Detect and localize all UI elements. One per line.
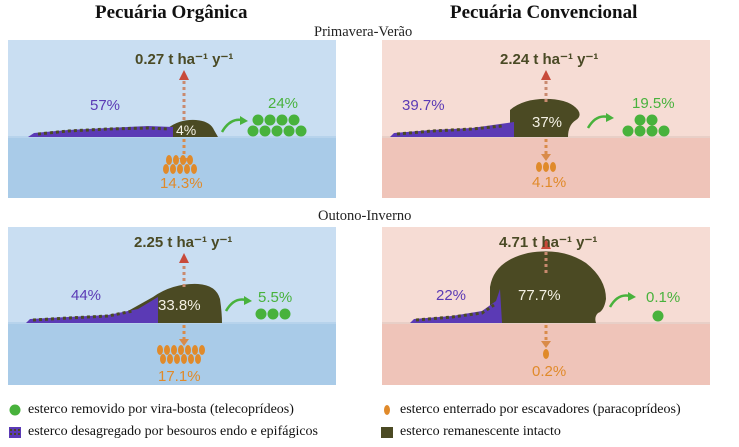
panel-conventional-autumn-winter: 4.71 t ha⁻¹ y⁻¹ 22% 77.7% 0.1% 0.2% xyxy=(382,227,710,385)
removed-percent: 19.5% xyxy=(632,95,675,112)
intact-dung-pile xyxy=(168,119,218,137)
legend-buried: esterco enterrado por escavadores (parac… xyxy=(380,402,681,418)
panel-organic-spring-summer: 0.27 t ha⁻¹ y⁻¹ 57% 4% 24% 14.3% xyxy=(8,40,336,198)
conventional-header: Pecuária Convencional xyxy=(450,2,638,23)
buried-percent: 14.3% xyxy=(160,175,203,192)
removed-dung-ball xyxy=(652,310,664,322)
emission-arrow-head xyxy=(541,239,551,249)
buried-dung-ball xyxy=(543,349,549,359)
removed-percent: 24% xyxy=(268,95,299,112)
buried-dung-balls xyxy=(536,162,556,172)
disaggregated-dung xyxy=(410,289,502,323)
emission-rate: 2.25 t ha⁻¹ y⁻¹ xyxy=(134,234,233,251)
buried-percent: 4.1% xyxy=(532,174,567,191)
disaggregated-percent: 39.7% xyxy=(402,97,445,114)
season-spring-summer: Primavera-Verão xyxy=(314,24,413,40)
disaggregated-percent: 57% xyxy=(90,97,121,114)
removed-dung-balls xyxy=(622,114,670,137)
disaggregated-percent: 22% xyxy=(436,287,467,304)
panel-illustration xyxy=(8,40,336,198)
legend-removed: esterco removido por vira-bosta (telecop… xyxy=(8,402,294,418)
legend-disaggregated-label: esterco desagregado por besouros endo e … xyxy=(28,424,319,439)
buried-dung-balls xyxy=(157,345,205,364)
emission-arrow-head xyxy=(179,253,189,263)
panel-illustration xyxy=(382,40,710,198)
disaggregated-dung-icon xyxy=(9,427,21,438)
disaggregated-percent: 44% xyxy=(71,287,102,304)
season-autumn-winter: Outono-Inverno xyxy=(318,208,412,224)
organic-header: Pecuária Orgânica xyxy=(95,2,248,23)
legend-intact: esterco remanescente intacto xyxy=(380,424,561,440)
intact-dung-pile xyxy=(510,98,580,137)
orange-ball-icon xyxy=(384,405,390,415)
emission-rate: 0.27 t ha⁻¹ y⁻¹ xyxy=(135,51,234,68)
emission-arrow-head xyxy=(179,70,189,80)
legend-buried-label: esterco enterrado por escavadores (parac… xyxy=(400,402,681,417)
emission-arrow-head xyxy=(541,70,551,80)
panel-illustration xyxy=(8,227,336,385)
disaggregated-dung xyxy=(26,297,158,323)
intact-dung-icon xyxy=(381,427,393,438)
emission-rate: 2.24 t ha⁻¹ y⁻¹ xyxy=(500,51,599,68)
panel-illustration xyxy=(382,227,710,385)
intact-percent: 37% xyxy=(532,114,563,131)
removed-percent: 5.5% xyxy=(258,289,293,306)
removed-dung-balls xyxy=(247,114,307,137)
removed-percent: 0.1% xyxy=(646,289,681,306)
panel-conventional-spring-summer: 2.24 t ha⁻¹ y⁻¹ 39.7% 37% 19.5% 4.1% xyxy=(382,40,710,198)
buried-percent: 17.1% xyxy=(158,368,201,385)
legend-disaggregated: esterco desagregado por besouros endo e … xyxy=(8,424,318,440)
buried-percent: 0.2% xyxy=(532,363,567,380)
emission-rate: 4.71 t ha⁻¹ y⁻¹ xyxy=(499,234,598,251)
removed-dung-balls xyxy=(255,308,291,320)
intact-percent: 77.7% xyxy=(518,287,561,304)
green-ball-icon xyxy=(9,404,21,416)
panel-organic-autumn-winter: 2.25 t ha⁻¹ y⁻¹ 44% 33.8% 5.5% 17.1% xyxy=(8,227,336,385)
legend-intact-label: esterco remanescente intacto xyxy=(400,424,561,439)
legend-removed-label: esterco removido por vira-bosta (telecop… xyxy=(28,402,294,417)
intact-percent: 4% xyxy=(176,122,197,138)
intact-dung-pile xyxy=(490,251,606,323)
buried-dung-balls xyxy=(163,155,197,174)
intact-percent: 33.8% xyxy=(158,297,201,314)
